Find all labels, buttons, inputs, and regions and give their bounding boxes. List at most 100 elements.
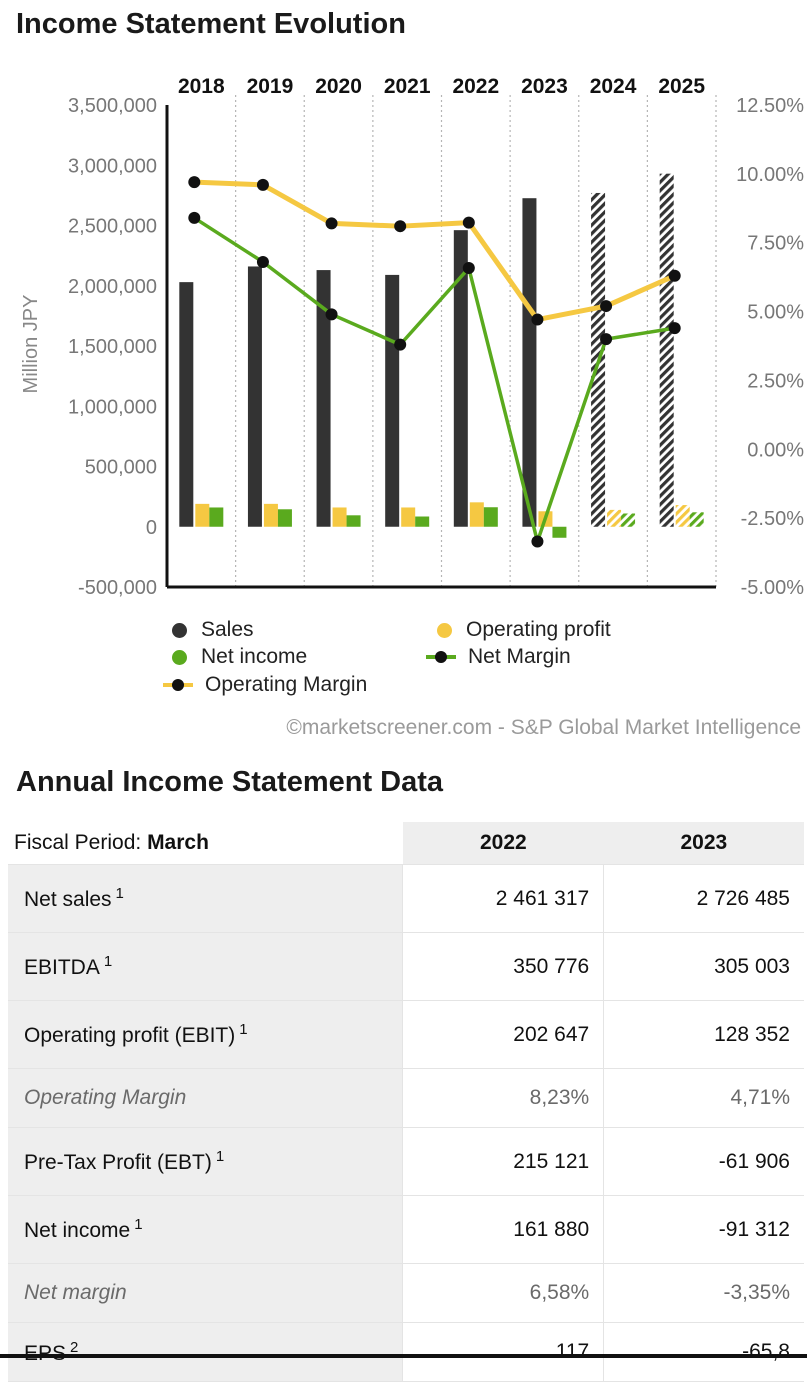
net-margin-line	[193, 216, 675, 544]
row-label: Operating profit (EBIT) 1	[8, 1000, 403, 1069]
net-income-bar	[689, 512, 704, 527]
row-value: 6,58%	[402, 1263, 604, 1323]
y-tick-label: 1,500,000	[68, 336, 157, 358]
net-margin-point	[188, 211, 201, 224]
table-row: Net margin 6,58% -3,35%	[8, 1263, 804, 1323]
sales-bar	[385, 274, 400, 527]
net-income-bar	[552, 526, 567, 538]
x-tick-label: 2022	[452, 75, 499, 98]
table-title: Annual Income Statement Data	[16, 766, 444, 798]
y-axis-title: Million JPY	[20, 295, 42, 394]
table-header-row: Fiscal Period: March 2022 2023	[8, 822, 804, 865]
operating-profit-bar	[332, 507, 347, 527]
operating-margin-point	[600, 300, 613, 313]
y-tick-label: 2,000,000	[68, 276, 157, 298]
sales-bar	[316, 270, 331, 527]
table-row: EPS 2 117 -65,8	[8, 1322, 804, 1382]
page-title: Income Statement Evolution	[16, 8, 406, 40]
net-income-bar	[277, 509, 292, 527]
row-value: -61 906	[603, 1127, 804, 1196]
table-row: Net sales 1 2 461 317 2 726 485	[8, 864, 804, 933]
sales-bar	[659, 173, 674, 527]
row-label: Net sales 1	[8, 864, 403, 933]
x-tick-label: 2024	[590, 75, 637, 98]
y2-tick-label: 5.00%	[747, 302, 804, 324]
y-tick-label: -500,000	[78, 577, 157, 599]
income-chart: 3,500,000 3,000,000 2,500,000 2,000,000 1,50…	[20, 75, 805, 599]
row-value: 2 461 317	[402, 864, 604, 933]
table-row: Net income 1 161 880 -91 312	[8, 1195, 804, 1264]
operating-profit-bar	[607, 509, 622, 527]
year-header-2022: 2022	[402, 822, 604, 865]
row-value: 128 352	[603, 1000, 804, 1069]
y2-tick-label: -5.00%	[741, 577, 805, 599]
sales-bar	[453, 230, 468, 527]
net-income-bar	[415, 516, 430, 527]
y2-tick-label: 2.50%	[747, 370, 804, 392]
net-margin-point	[256, 255, 269, 268]
row-value: 4,71%	[603, 1068, 804, 1128]
income-table: Fiscal Period: March 2022 2023 Net sales…	[8, 822, 804, 1382]
operating-margin-line-icon	[163, 677, 193, 693]
table-row: Pre-Tax Profit (EBT) 1 215 121 -61 906	[8, 1127, 804, 1196]
operating-margin-point	[462, 216, 475, 229]
net-income-bar	[483, 507, 498, 527]
legend-operating-margin-label: Operating Margin	[205, 673, 368, 696]
row-value: 2 726 485	[603, 864, 804, 933]
row-value: 202 647	[402, 1000, 604, 1069]
y-tick-label: 3,000,000	[68, 155, 157, 177]
fiscal-period-value: March	[147, 831, 209, 854]
fiscal-period-cell: Fiscal Period: March	[8, 822, 403, 865]
net-income-bar	[209, 507, 224, 527]
operating-profit-bar	[263, 503, 278, 527]
net-margin-line-icon	[426, 649, 456, 665]
y2-tick-label: 12.50%	[736, 95, 804, 117]
sales-bar	[247, 266, 262, 527]
net-margin-point	[394, 338, 407, 351]
operating-margin-point	[531, 313, 544, 326]
net-margin-point	[462, 262, 475, 275]
sales-swatch-icon	[172, 622, 187, 638]
y-tick-label: 0	[146, 517, 157, 539]
row-label: Net income 1	[8, 1195, 403, 1264]
row-value: 161 880	[402, 1195, 604, 1264]
operating-profit-bar	[675, 505, 690, 527]
net-margin-point	[668, 322, 681, 335]
operating-profit-swatch-icon	[437, 622, 452, 638]
y-tick-label: 500,000	[85, 457, 157, 479]
operating-margin-point	[668, 269, 681, 282]
row-label: EBITDA 1	[8, 932, 403, 1001]
legend-net-margin: Net Margin	[426, 645, 571, 669]
row-label: Pre-Tax Profit (EBT) 1	[8, 1127, 403, 1196]
row-label: EPS 2	[8, 1322, 403, 1382]
x-tick-label: 2019	[247, 75, 294, 98]
y2-tick-label: 10.00%	[736, 164, 804, 186]
chart-credit: ©marketscreener.com - S&P Global Market …	[286, 716, 801, 739]
x-tick-label: 2018	[178, 75, 225, 98]
y-tick-label: 2,500,000	[68, 216, 157, 238]
x-tick-label: 2021	[384, 75, 431, 98]
operating-profit-bar	[401, 507, 416, 527]
row-value: -65,8	[603, 1322, 804, 1382]
sales-bar	[522, 198, 537, 527]
row-label: Net margin	[8, 1263, 403, 1323]
legend-operating-margin: Operating Margin	[163, 673, 367, 697]
x-tick-label: 2020	[315, 75, 362, 98]
year-header-2023: 2023	[603, 822, 804, 865]
legend-net-margin-label: Net Margin	[468, 645, 571, 668]
operating-margin-line	[194, 179, 676, 323]
row-label: Operating Margin	[8, 1068, 403, 1128]
operating-margin-point	[394, 220, 407, 233]
y2-tick-label: -2.50%	[741, 508, 805, 530]
row-value: -91 312	[603, 1195, 804, 1264]
table-row: Operating profit (EBIT) 1 202 647 128 352	[8, 1000, 804, 1069]
net-income-swatch-icon	[172, 649, 187, 665]
legend-sales-label: Sales	[201, 618, 254, 641]
bottom-divider	[0, 1354, 807, 1358]
y2-tick-label: 7.50%	[747, 233, 804, 255]
x-tick-label: 2025	[658, 75, 705, 98]
table-row: EBITDA 1 350 776 305 003	[8, 932, 804, 1001]
row-value: -3,35%	[603, 1263, 804, 1323]
row-value: 305 003	[603, 932, 804, 1001]
row-value: 8,23%	[402, 1068, 604, 1128]
